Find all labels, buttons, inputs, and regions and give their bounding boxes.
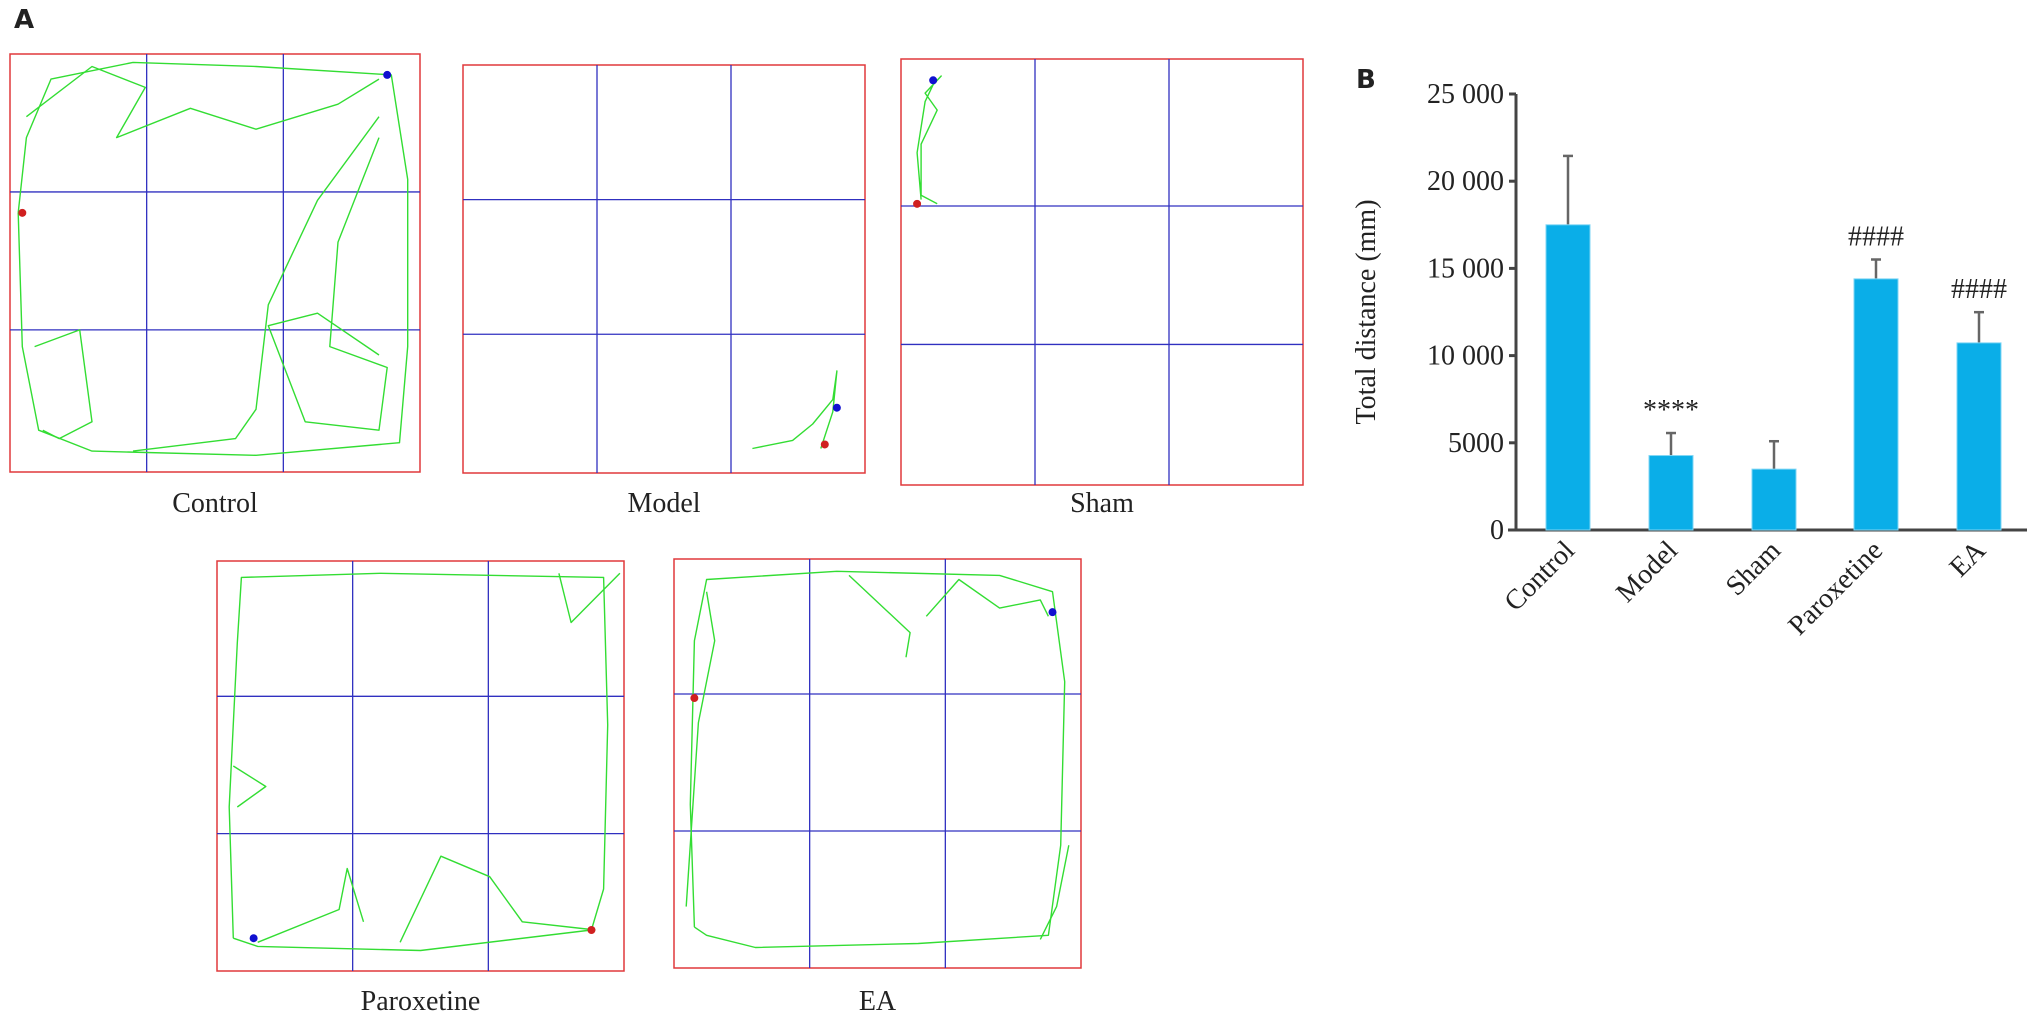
movement-trajectory — [25, 65, 380, 139]
y-tick-label: 25 000 — [1427, 79, 1504, 110]
arena-label-model: Model — [627, 488, 700, 519]
end-point-marker — [1048, 608, 1057, 617]
arena-border — [216, 560, 625, 972]
significance-marker: #### — [1848, 222, 1904, 253]
bar-control — [1545, 224, 1591, 531]
x-tick-label: Control — [1499, 535, 1582, 618]
movement-trajectory — [399, 855, 596, 943]
arena-label-paroxetine: Paroxetine — [361, 986, 481, 1017]
movement-trajectory — [1039, 845, 1070, 940]
end-point-marker — [929, 76, 938, 85]
arena-sham: Sham — [900, 58, 1304, 519]
y-axis-label: Total distance (mm) — [1351, 199, 1382, 424]
movement-trajectory — [132, 116, 380, 452]
y-tick-label: 15 000 — [1427, 253, 1504, 284]
arena-ea: EA — [673, 558, 1082, 1017]
movement-trajectory — [257, 867, 365, 943]
movement-trajectory — [925, 578, 1050, 617]
y-tick-label: 0 — [1490, 515, 1504, 546]
arena-border — [900, 58, 1304, 486]
arena-label-control: Control — [172, 488, 258, 519]
x-tick-label: Paroxetine — [1782, 535, 1889, 642]
y-tick-label: 10 000 — [1427, 341, 1504, 372]
arena-border — [9, 53, 421, 473]
y-tick-label: 5000 — [1448, 428, 1504, 459]
arena-border — [462, 64, 866, 474]
movement-trajectory — [558, 572, 621, 624]
y-tick-label: 20 000 — [1427, 166, 1504, 197]
movement-trajectory — [34, 329, 93, 440]
bar-sham — [1751, 468, 1797, 531]
movement-trajectory — [267, 137, 388, 431]
x-tick-label: Model — [1610, 535, 1684, 609]
movement-trajectory — [689, 570, 1066, 949]
movement-trajectory — [752, 370, 838, 450]
start-point-marker — [820, 440, 829, 449]
arena-label-sham: Sham — [1070, 488, 1134, 519]
bar-paroxetine — [1853, 278, 1899, 531]
movement-trajectory — [916, 75, 942, 205]
start-point-marker — [690, 694, 699, 703]
significance-marker: **** — [1643, 395, 1699, 426]
movement-trajectory — [17, 61, 409, 456]
start-point-marker — [18, 208, 27, 217]
x-tick-label: Sham — [1720, 535, 1787, 602]
movement-trajectory — [685, 591, 716, 907]
movement-trajectory — [228, 572, 609, 952]
end-point-marker — [249, 934, 258, 943]
bar-ea — [1956, 342, 2002, 531]
arena-model: Model — [462, 64, 866, 519]
panel-b-label: B — [1356, 65, 1376, 95]
arena-border — [673, 558, 1082, 969]
bar-chart: Total distance (mm) 0 5000 10 000 15 000 20 … — [1351, 79, 2027, 642]
panel-a-label: A — [14, 5, 34, 35]
start-point-marker — [913, 199, 922, 208]
significance-marker: #### — [1951, 274, 2007, 305]
arena-label-ea: EA — [859, 986, 897, 1017]
movement-trajectory — [848, 574, 911, 658]
x-tick-label: EA — [1944, 534, 1993, 583]
start-point-marker — [587, 926, 596, 934]
arena-control: Control — [9, 53, 421, 519]
arena-paroxetine: Paroxetine — [216, 560, 625, 1017]
open-field-arenas: Control Model Sham Paroxetine EA — [9, 53, 1304, 1017]
end-point-marker — [832, 403, 841, 412]
bar-model — [1648, 455, 1694, 531]
movement-trajectory — [232, 765, 267, 808]
end-point-marker — [383, 70, 392, 79]
